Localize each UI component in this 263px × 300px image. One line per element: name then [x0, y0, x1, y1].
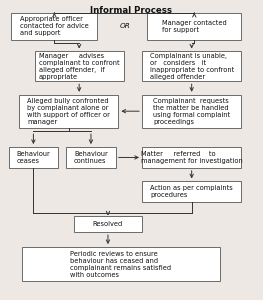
FancyBboxPatch shape — [142, 147, 241, 168]
FancyBboxPatch shape — [147, 13, 241, 40]
FancyBboxPatch shape — [22, 247, 220, 281]
Text: Manager     advises
complainant to confront
alleged offender,  if
appropriate: Manager advises complainant to confront … — [39, 53, 119, 80]
Text: Behaviour
continues: Behaviour continues — [74, 151, 108, 164]
Text: Manager contacted
for support: Manager contacted for support — [162, 20, 227, 33]
Text: OR: OR — [119, 23, 130, 29]
Text: Periodic reviews to ensure
behaviour has ceased and
complainant remains satisfie: Periodic reviews to ensure behaviour has… — [70, 251, 171, 278]
FancyBboxPatch shape — [142, 182, 241, 202]
FancyBboxPatch shape — [35, 52, 124, 81]
FancyBboxPatch shape — [11, 13, 98, 40]
FancyBboxPatch shape — [66, 147, 116, 168]
Text: Complainant  requests
the matter be handled
using formal complaint
proceedings: Complainant requests the matter be handl… — [153, 98, 230, 125]
Text: Alleged bully confronted
by complainant alone or
with support of officer or
mana: Alleged bully confronted by complainant … — [27, 98, 110, 125]
FancyBboxPatch shape — [8, 147, 58, 168]
Text: Matter     referred    to
management for investigation: Matter referred to management for invest… — [141, 151, 242, 164]
FancyBboxPatch shape — [19, 95, 118, 128]
Text: Resolved: Resolved — [93, 221, 123, 227]
FancyBboxPatch shape — [74, 216, 142, 232]
Text: Behaviour
ceases: Behaviour ceases — [17, 151, 50, 164]
Text: Complainant is unable,
or   considers   it
inappropriate to confront
alleged off: Complainant is unable, or considers it i… — [150, 53, 234, 80]
Text: Appropriate officer
contacted for advice
and support: Appropriate officer contacted for advice… — [20, 16, 89, 36]
FancyBboxPatch shape — [142, 95, 241, 128]
Text: Action as per complaints
procedures: Action as per complaints procedures — [150, 185, 233, 198]
FancyBboxPatch shape — [142, 52, 241, 81]
Text: Informal Process: Informal Process — [90, 6, 173, 15]
